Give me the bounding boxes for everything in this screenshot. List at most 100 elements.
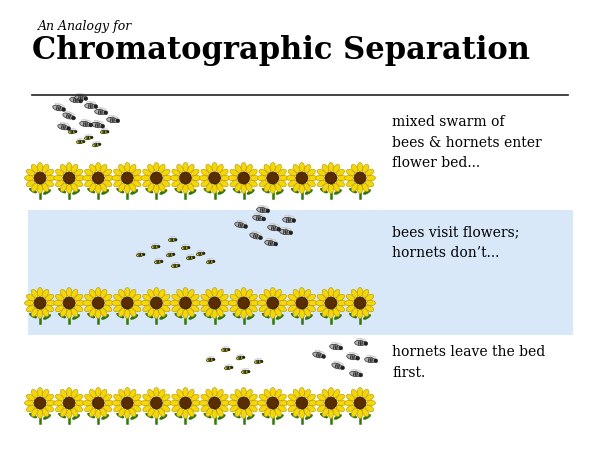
- Ellipse shape: [143, 394, 151, 401]
- Ellipse shape: [235, 289, 241, 298]
- Ellipse shape: [104, 176, 113, 180]
- Ellipse shape: [201, 405, 209, 412]
- Circle shape: [354, 297, 366, 309]
- Ellipse shape: [95, 162, 101, 171]
- Ellipse shape: [143, 294, 151, 301]
- Ellipse shape: [278, 180, 286, 187]
- Ellipse shape: [247, 414, 254, 419]
- Ellipse shape: [275, 308, 281, 317]
- Text: Chromatographic Separation: Chromatographic Separation: [32, 35, 530, 66]
- Ellipse shape: [362, 164, 368, 173]
- Ellipse shape: [308, 176, 317, 180]
- Ellipse shape: [188, 408, 194, 417]
- Ellipse shape: [333, 389, 340, 398]
- Ellipse shape: [322, 408, 329, 417]
- Ellipse shape: [200, 252, 202, 256]
- Ellipse shape: [68, 130, 76, 134]
- Ellipse shape: [163, 300, 172, 306]
- Ellipse shape: [208, 359, 210, 362]
- Ellipse shape: [334, 361, 340, 364]
- Ellipse shape: [212, 184, 217, 194]
- Ellipse shape: [355, 372, 356, 377]
- Ellipse shape: [217, 183, 223, 192]
- Ellipse shape: [69, 112, 74, 116]
- Ellipse shape: [270, 184, 275, 194]
- Ellipse shape: [223, 348, 225, 352]
- Ellipse shape: [352, 408, 358, 417]
- Ellipse shape: [367, 300, 376, 306]
- Ellipse shape: [103, 294, 112, 301]
- Ellipse shape: [307, 294, 316, 301]
- Ellipse shape: [355, 370, 361, 373]
- Ellipse shape: [154, 387, 159, 396]
- Ellipse shape: [307, 180, 316, 187]
- Ellipse shape: [55, 180, 64, 187]
- Ellipse shape: [42, 408, 49, 417]
- Ellipse shape: [133, 394, 141, 401]
- Ellipse shape: [74, 95, 85, 101]
- Ellipse shape: [46, 176, 55, 180]
- Ellipse shape: [190, 256, 191, 260]
- Ellipse shape: [273, 226, 274, 230]
- Ellipse shape: [258, 214, 264, 217]
- Ellipse shape: [88, 104, 89, 108]
- Ellipse shape: [271, 241, 273, 246]
- Ellipse shape: [169, 252, 173, 253]
- Circle shape: [238, 172, 250, 184]
- Ellipse shape: [172, 263, 176, 265]
- Circle shape: [209, 397, 220, 409]
- Ellipse shape: [307, 169, 316, 176]
- Ellipse shape: [192, 300, 201, 306]
- Ellipse shape: [137, 252, 141, 254]
- Ellipse shape: [221, 176, 230, 180]
- Ellipse shape: [101, 129, 105, 131]
- Ellipse shape: [71, 389, 78, 398]
- Ellipse shape: [254, 234, 257, 238]
- Ellipse shape: [86, 122, 88, 127]
- Ellipse shape: [71, 129, 76, 130]
- Ellipse shape: [224, 366, 232, 370]
- Ellipse shape: [361, 341, 363, 346]
- Ellipse shape: [95, 122, 97, 127]
- Ellipse shape: [278, 394, 286, 401]
- Ellipse shape: [336, 169, 344, 176]
- Ellipse shape: [356, 338, 362, 341]
- Ellipse shape: [58, 413, 66, 418]
- Ellipse shape: [336, 180, 344, 187]
- Ellipse shape: [160, 414, 167, 419]
- Ellipse shape: [259, 405, 268, 412]
- Ellipse shape: [74, 169, 83, 176]
- Ellipse shape: [113, 169, 122, 176]
- Ellipse shape: [322, 164, 329, 173]
- Ellipse shape: [25, 400, 34, 405]
- Ellipse shape: [241, 387, 246, 396]
- Ellipse shape: [85, 405, 93, 412]
- Ellipse shape: [337, 300, 346, 306]
- Ellipse shape: [259, 305, 268, 312]
- Ellipse shape: [289, 218, 291, 223]
- Ellipse shape: [275, 389, 281, 398]
- Ellipse shape: [288, 180, 296, 187]
- Ellipse shape: [37, 288, 43, 297]
- Ellipse shape: [139, 253, 140, 257]
- Ellipse shape: [130, 389, 136, 398]
- Ellipse shape: [69, 129, 73, 131]
- Ellipse shape: [139, 252, 143, 253]
- Ellipse shape: [230, 305, 238, 312]
- Ellipse shape: [158, 389, 165, 398]
- Ellipse shape: [217, 389, 223, 398]
- Ellipse shape: [291, 413, 299, 418]
- Ellipse shape: [46, 400, 55, 405]
- Ellipse shape: [249, 394, 257, 401]
- Ellipse shape: [262, 313, 269, 318]
- Ellipse shape: [353, 371, 355, 376]
- Ellipse shape: [358, 184, 362, 194]
- Ellipse shape: [196, 252, 203, 256]
- Ellipse shape: [218, 414, 225, 419]
- Circle shape: [101, 124, 104, 128]
- Ellipse shape: [328, 184, 334, 194]
- Ellipse shape: [257, 207, 268, 213]
- Ellipse shape: [61, 389, 67, 398]
- Ellipse shape: [233, 188, 241, 193]
- Ellipse shape: [97, 123, 98, 127]
